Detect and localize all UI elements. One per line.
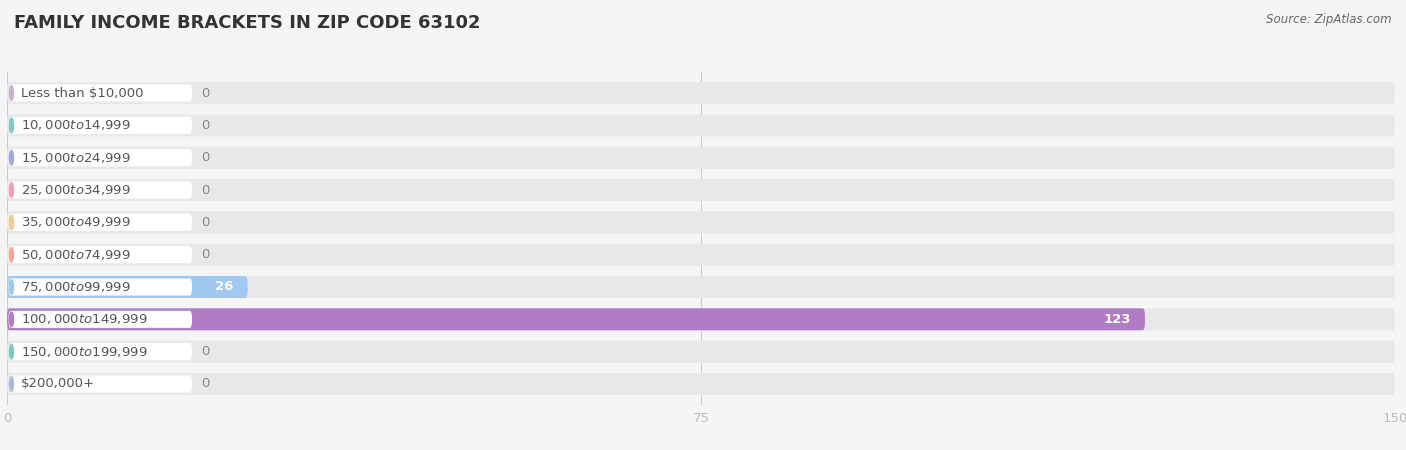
FancyBboxPatch shape <box>7 179 1395 201</box>
FancyBboxPatch shape <box>7 243 1395 266</box>
FancyBboxPatch shape <box>8 375 193 392</box>
FancyBboxPatch shape <box>8 311 193 328</box>
Text: 0: 0 <box>201 216 209 229</box>
Text: 0: 0 <box>201 378 209 391</box>
FancyBboxPatch shape <box>8 214 193 231</box>
FancyBboxPatch shape <box>8 246 193 263</box>
Text: $150,000 to $199,999: $150,000 to $199,999 <box>21 345 148 359</box>
FancyBboxPatch shape <box>7 147 1395 169</box>
Text: 0: 0 <box>201 119 209 132</box>
FancyBboxPatch shape <box>7 82 1395 104</box>
FancyBboxPatch shape <box>8 343 193 360</box>
FancyBboxPatch shape <box>8 149 193 166</box>
Circle shape <box>10 86 14 100</box>
Circle shape <box>10 215 14 230</box>
FancyBboxPatch shape <box>7 276 1395 298</box>
Circle shape <box>10 248 14 262</box>
Text: 0: 0 <box>201 86 209 99</box>
FancyBboxPatch shape <box>8 279 193 296</box>
Circle shape <box>10 344 14 359</box>
Circle shape <box>10 150 14 165</box>
Text: $100,000 to $149,999: $100,000 to $149,999 <box>21 312 148 326</box>
Text: 0: 0 <box>201 248 209 261</box>
FancyBboxPatch shape <box>7 341 1395 363</box>
Circle shape <box>10 118 14 133</box>
FancyBboxPatch shape <box>7 114 1395 136</box>
Text: $50,000 to $74,999: $50,000 to $74,999 <box>21 248 131 261</box>
Text: FAMILY INCOME BRACKETS IN ZIP CODE 63102: FAMILY INCOME BRACKETS IN ZIP CODE 63102 <box>14 14 481 32</box>
Circle shape <box>10 280 14 294</box>
Circle shape <box>10 312 14 327</box>
FancyBboxPatch shape <box>8 85 193 102</box>
Text: Source: ZipAtlas.com: Source: ZipAtlas.com <box>1267 14 1392 27</box>
Text: Less than $10,000: Less than $10,000 <box>21 86 143 99</box>
Text: $25,000 to $34,999: $25,000 to $34,999 <box>21 183 131 197</box>
FancyBboxPatch shape <box>7 308 1395 330</box>
FancyBboxPatch shape <box>7 212 1395 234</box>
Text: 26: 26 <box>215 280 233 293</box>
FancyBboxPatch shape <box>7 308 1144 330</box>
Circle shape <box>10 183 14 197</box>
Circle shape <box>10 377 14 391</box>
Text: 123: 123 <box>1104 313 1130 326</box>
FancyBboxPatch shape <box>7 276 247 298</box>
Text: $75,000 to $99,999: $75,000 to $99,999 <box>21 280 131 294</box>
Text: $15,000 to $24,999: $15,000 to $24,999 <box>21 151 131 165</box>
Text: 0: 0 <box>201 151 209 164</box>
Text: 0: 0 <box>201 345 209 358</box>
Text: 0: 0 <box>201 184 209 197</box>
Text: $10,000 to $14,999: $10,000 to $14,999 <box>21 118 131 132</box>
Text: $200,000+: $200,000+ <box>21 378 96 391</box>
FancyBboxPatch shape <box>8 181 193 198</box>
Text: $35,000 to $49,999: $35,000 to $49,999 <box>21 216 131 230</box>
FancyBboxPatch shape <box>8 117 193 134</box>
FancyBboxPatch shape <box>7 373 1395 395</box>
